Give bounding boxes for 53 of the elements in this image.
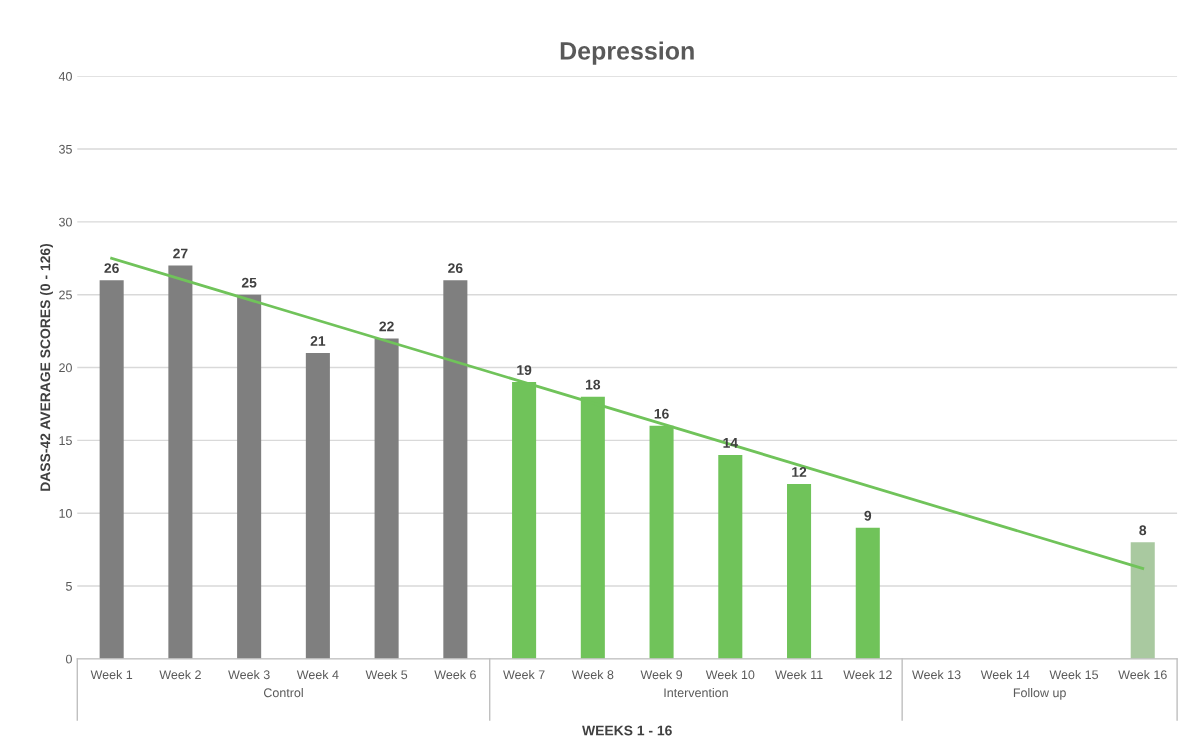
bar bbox=[855, 527, 880, 659]
y-tick-label: 25 bbox=[59, 290, 72, 300]
bar bbox=[787, 484, 812, 659]
data-label: 26 bbox=[448, 263, 463, 274]
data-label: 25 bbox=[241, 277, 257, 288]
bar bbox=[1130, 542, 1155, 659]
data-label: 18 bbox=[585, 379, 601, 390]
x-tick-label: Week 1 bbox=[90, 669, 133, 680]
y-tick-label: 20 bbox=[59, 363, 72, 373]
x-tick-label: Week 14 bbox=[980, 669, 1030, 680]
x-tick-label: Week 7 bbox=[503, 669, 545, 680]
bar bbox=[168, 265, 193, 659]
data-label: 21 bbox=[310, 336, 326, 346]
data-label: 19 bbox=[517, 365, 532, 375]
x-tick-label: Week 6 bbox=[434, 669, 476, 680]
text: Control bbox=[263, 687, 303, 698]
x-tick-label: Week 15 bbox=[1049, 669, 1099, 680]
text: Intervention bbox=[664, 687, 728, 698]
bar bbox=[237, 294, 262, 659]
x-tick-label: Week 16 bbox=[1118, 669, 1167, 680]
bar bbox=[99, 280, 124, 659]
y-tick-label: 30 bbox=[59, 217, 72, 227]
x-tick-label: Week 4 bbox=[296, 669, 339, 680]
y-tick-label: 5 bbox=[65, 581, 72, 591]
x-tick-label: Week 10 bbox=[705, 669, 755, 680]
data-label: 12 bbox=[792, 467, 807, 477]
x-tick-label: Week 3 bbox=[228, 669, 270, 680]
bar bbox=[718, 454, 743, 659]
y-tick-label: 10 bbox=[59, 508, 72, 518]
data-label: 22 bbox=[379, 321, 394, 332]
x-tick-label: Week 2 bbox=[159, 669, 201, 680]
bar bbox=[443, 280, 468, 659]
y-axis-title: DASS-42 AVERAGE SCORES (0 - 126) bbox=[40, 243, 53, 491]
x-tick-label: Week 9 bbox=[640, 669, 683, 680]
bar bbox=[374, 338, 399, 659]
x-tick-label: Week 13 bbox=[912, 669, 961, 680]
bar bbox=[305, 352, 330, 659]
data-label: 16 bbox=[654, 408, 669, 419]
y-tick-label: 0 bbox=[65, 654, 72, 664]
text: Follow up bbox=[1013, 687, 1066, 700]
y-tick-label: 40 bbox=[58, 71, 72, 81]
data-label: 9 bbox=[864, 510, 872, 521]
data-label: 27 bbox=[173, 248, 188, 259]
x-tick-label: Week 8 bbox=[571, 669, 614, 680]
x-tick-label: Week 12 bbox=[843, 669, 892, 680]
data-label: 8 bbox=[1139, 525, 1147, 536]
x-axis-title: WEEKS 1 - 16 bbox=[582, 725, 672, 736]
chart-title: Depression bbox=[560, 41, 694, 65]
y-tick-label: 15 bbox=[59, 436, 72, 446]
data-label: 26 bbox=[104, 263, 119, 274]
y-tick-label: 35 bbox=[59, 144, 72, 154]
x-tick-label: Week 11 bbox=[775, 669, 823, 680]
x-tick-label: Week 5 bbox=[365, 669, 408, 680]
